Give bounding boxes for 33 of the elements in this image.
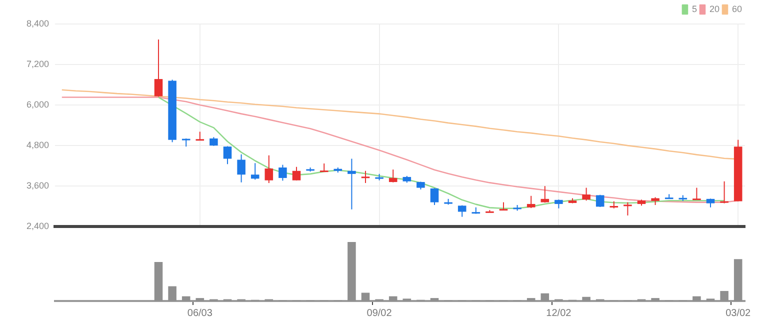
y-tick-label: 2,400 <box>26 221 49 232</box>
candlestick <box>582 187 590 202</box>
x-tick-label: 06/03 <box>187 308 213 319</box>
candlestick <box>278 164 287 182</box>
candlestick <box>320 162 328 172</box>
candlestick <box>624 202 632 216</box>
legend-label: 20 <box>709 4 720 14</box>
candlestick <box>250 162 260 180</box>
candlestick <box>154 39 163 98</box>
candlestick <box>388 169 398 183</box>
candlestick <box>196 131 204 141</box>
candlestick <box>361 170 370 184</box>
x-tick-label: 09/02 <box>366 308 392 319</box>
candlestick <box>348 158 356 210</box>
candlestick <box>223 146 232 165</box>
y-tick-label: 3,600 <box>26 180 49 191</box>
y-tick-label: 4,800 <box>26 140 49 150</box>
candlestick <box>692 187 701 200</box>
y-tick-label: 6,000 <box>26 100 49 110</box>
candlestick <box>292 166 301 181</box>
candlestick <box>540 186 550 204</box>
candlestick <box>237 154 246 183</box>
candlestick <box>526 195 536 209</box>
y-tick-label: 7,200 <box>26 59 49 70</box>
y-tick-label: 8,400 <box>26 18 49 28</box>
x-tick-label: 03/02 <box>726 308 752 319</box>
candlestick <box>264 154 274 184</box>
legend-label: 5 <box>692 4 697 14</box>
candlestick <box>430 188 439 206</box>
candlestick <box>720 180 728 204</box>
candlestick <box>596 194 604 208</box>
legend-label: 60 <box>732 4 742 14</box>
x-tick-label: 12/02 <box>546 308 572 319</box>
